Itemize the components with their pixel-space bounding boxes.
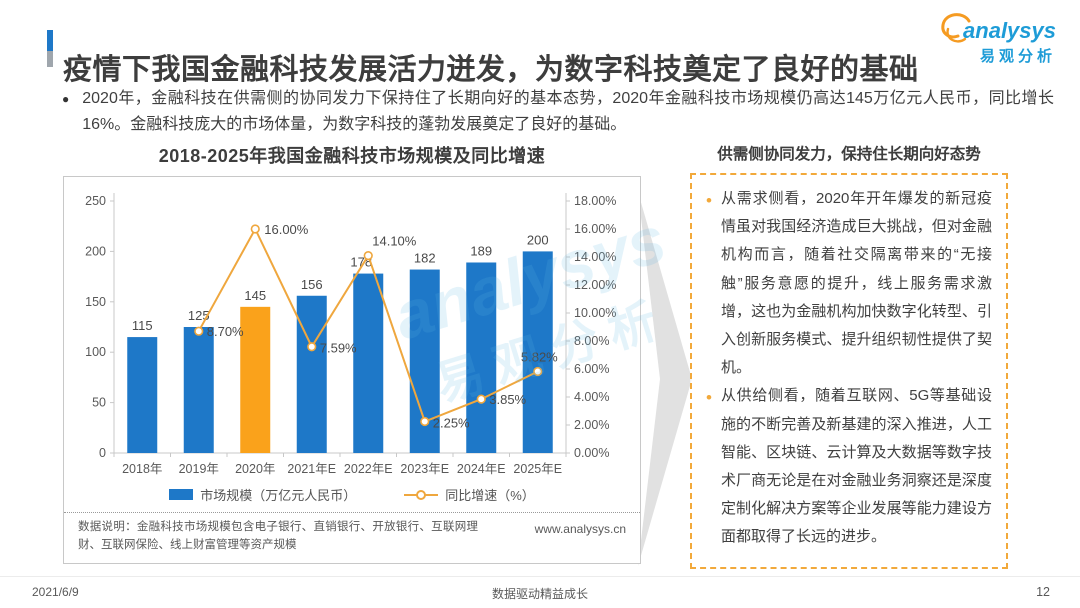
svg-text:3.85%: 3.85% <box>489 392 526 407</box>
svg-text:150: 150 <box>85 295 106 309</box>
svg-text:12.00%: 12.00% <box>574 278 616 292</box>
intro-bullet-icon: ● <box>62 92 70 106</box>
svg-text:16.00%: 16.00% <box>264 222 309 237</box>
legend-item-growth: 同比增速（%） <box>404 485 535 504</box>
chart-section: 2018-2025年我国金融科技市场规模及同比增速 0 50 100 150 200 25… <box>63 142 641 564</box>
svg-text:10.00%: 10.00% <box>574 306 616 320</box>
bar-swatch-icon <box>169 489 194 500</box>
analysys-swirl-icon <box>933 12 979 57</box>
title-accent-top <box>47 30 53 51</box>
svg-text:125: 125 <box>188 308 210 323</box>
insight-panel: 供需侧协同发力，保持住长期向好态势 • 从需求侧看，2020年开年爆发的新冠疫情… <box>690 142 1008 569</box>
svg-text:14.10%: 14.10% <box>372 234 417 249</box>
chart-legend: 市场规模（万亿元人民币） 同比增速（%） <box>72 485 632 504</box>
svg-text:2.25%: 2.25% <box>433 416 470 431</box>
market-chart: 0 50 100 150 200 250 0.00% 2.00% 4.00% 6.00% 8.00%… <box>85 193 616 476</box>
svg-text:14.00%: 14.00% <box>574 250 616 264</box>
svg-text:115: 115 <box>132 318 153 333</box>
svg-text:2018年: 2018年 <box>122 462 162 476</box>
svg-text:4.00%: 4.00% <box>574 390 609 404</box>
insight-text: 从供给侧看，随着互联网、5G等基础设施的不断完善及新基建的深入推进，人工智能、区… <box>720 387 992 546</box>
footer-date: 2021/6/9 <box>32 585 79 599</box>
legend-label: 同比增速（%） <box>445 488 535 503</box>
data-note: 数据说明：金融科技市场规模包含电子银行、直销银行、开放银行、互联网理财、互联网保… <box>78 521 478 551</box>
bullet-dot-icon: • <box>706 191 712 210</box>
title-accent-bottom <box>47 51 53 67</box>
chart-title: 2018-2025年我国金融科技市场规模及同比增速 <box>158 146 546 166</box>
svg-text:8.70%: 8.70% <box>207 324 244 339</box>
svg-text:2022年E: 2022年E <box>344 462 393 476</box>
insight-text: 从需求侧看，2020年开年爆发的新冠疫情虽对我国经济造成巨大挑战，但对金融机构而… <box>720 190 992 377</box>
bullet-dot-icon: • <box>706 388 712 408</box>
svg-text:2020年: 2020年 <box>235 462 275 476</box>
logo-brand-cn-text: 易观分析 <box>979 48 1056 65</box>
insight-title: 供需侧协同发力，保持住长期向好态势 <box>717 146 981 163</box>
chart-footnote-divider <box>64 512 640 513</box>
logo-brand-text: analysys <box>963 18 1056 43</box>
svg-text:145: 145 <box>244 288 266 303</box>
line-swatch-icon <box>404 489 439 501</box>
svg-text:182: 182 <box>414 251 436 266</box>
page-number: 12 <box>1036 585 1050 599</box>
svg-text:7.59%: 7.59% <box>320 341 357 356</box>
source-url: www.analysys.cn <box>534 522 626 536</box>
intro-paragraph: ● 2020年，金融科技在供需侧的协同发力下保持住了长期向好的基本态势，2020… <box>62 86 1054 139</box>
svg-text:189: 189 <box>470 243 492 258</box>
svg-text:156: 156 <box>301 277 323 292</box>
svg-text:50: 50 <box>92 396 106 410</box>
legend-label: 市场规模（万亿元人民币） <box>200 488 357 503</box>
svg-text:200: 200 <box>527 232 549 247</box>
chart-box: 0 50 100 150 200 250 0.00% 2.00% 4.00% 6.00% 8.00%… <box>63 176 641 564</box>
svg-text:2.00%: 2.00% <box>574 418 609 432</box>
svg-text:200: 200 <box>85 244 106 258</box>
svg-text:2024年E: 2024年E <box>457 462 506 476</box>
chart-footnote-row: 数据说明：金融科技市场规模包含电子银行、直销银行、开放银行、互联网理财、互联网保… <box>72 513 632 559</box>
svg-text:2025年E: 2025年E <box>513 462 562 476</box>
svg-text:8.00%: 8.00% <box>574 334 609 348</box>
footer-slogan: 数据驱动精益成长 <box>491 587 588 601</box>
page-title: 疫情下我国金融科技发展活力迸发，为数字科技奠定了良好的基础 <box>63 54 919 87</box>
insight-box: • 从需求侧看，2020年开年爆发的新冠疫情虽对我国经济造成巨大挑战，但对金融机… <box>690 173 1008 569</box>
transition-arrow-icon <box>634 192 700 571</box>
svg-text:0.00%: 0.00% <box>574 446 609 460</box>
insight-bullet-demand: • 从需求侧看，2020年开年爆发的新冠疫情虽对我国经济造成巨大挑战，但对金融机… <box>706 185 992 382</box>
svg-text:16.00%: 16.00% <box>574 222 616 236</box>
svg-text:2019年: 2019年 <box>179 462 219 476</box>
footer: 2021/6/9 数据驱动精益成长 12 <box>0 576 1080 608</box>
insight-bullet-supply: • 从供给侧看，随着互联网、5G等基础设施的不断完善及新基建的深入推进，人工智能… <box>706 382 992 551</box>
legend-item-market-size: 市场规模（万亿元人民币） <box>169 485 356 504</box>
svg-text:0: 0 <box>99 446 106 460</box>
svg-text:18.00%: 18.00% <box>574 194 616 208</box>
analysys-logo: analysys 易观分析 <box>933 12 1056 66</box>
intro-text: 2020年，金融科技在供需侧的协同发力下保持住了长期向好的基本态势，2020年金… <box>82 90 1054 134</box>
svg-text:6.00%: 6.00% <box>574 362 609 376</box>
svg-text:100: 100 <box>85 345 106 359</box>
title-accent-bar <box>47 30 53 67</box>
svg-text:5.82%: 5.82% <box>521 350 558 365</box>
svg-text:2023年E: 2023年E <box>400 462 449 476</box>
svg-text:2021年E: 2021年E <box>287 462 336 476</box>
svg-text:250: 250 <box>85 194 106 208</box>
